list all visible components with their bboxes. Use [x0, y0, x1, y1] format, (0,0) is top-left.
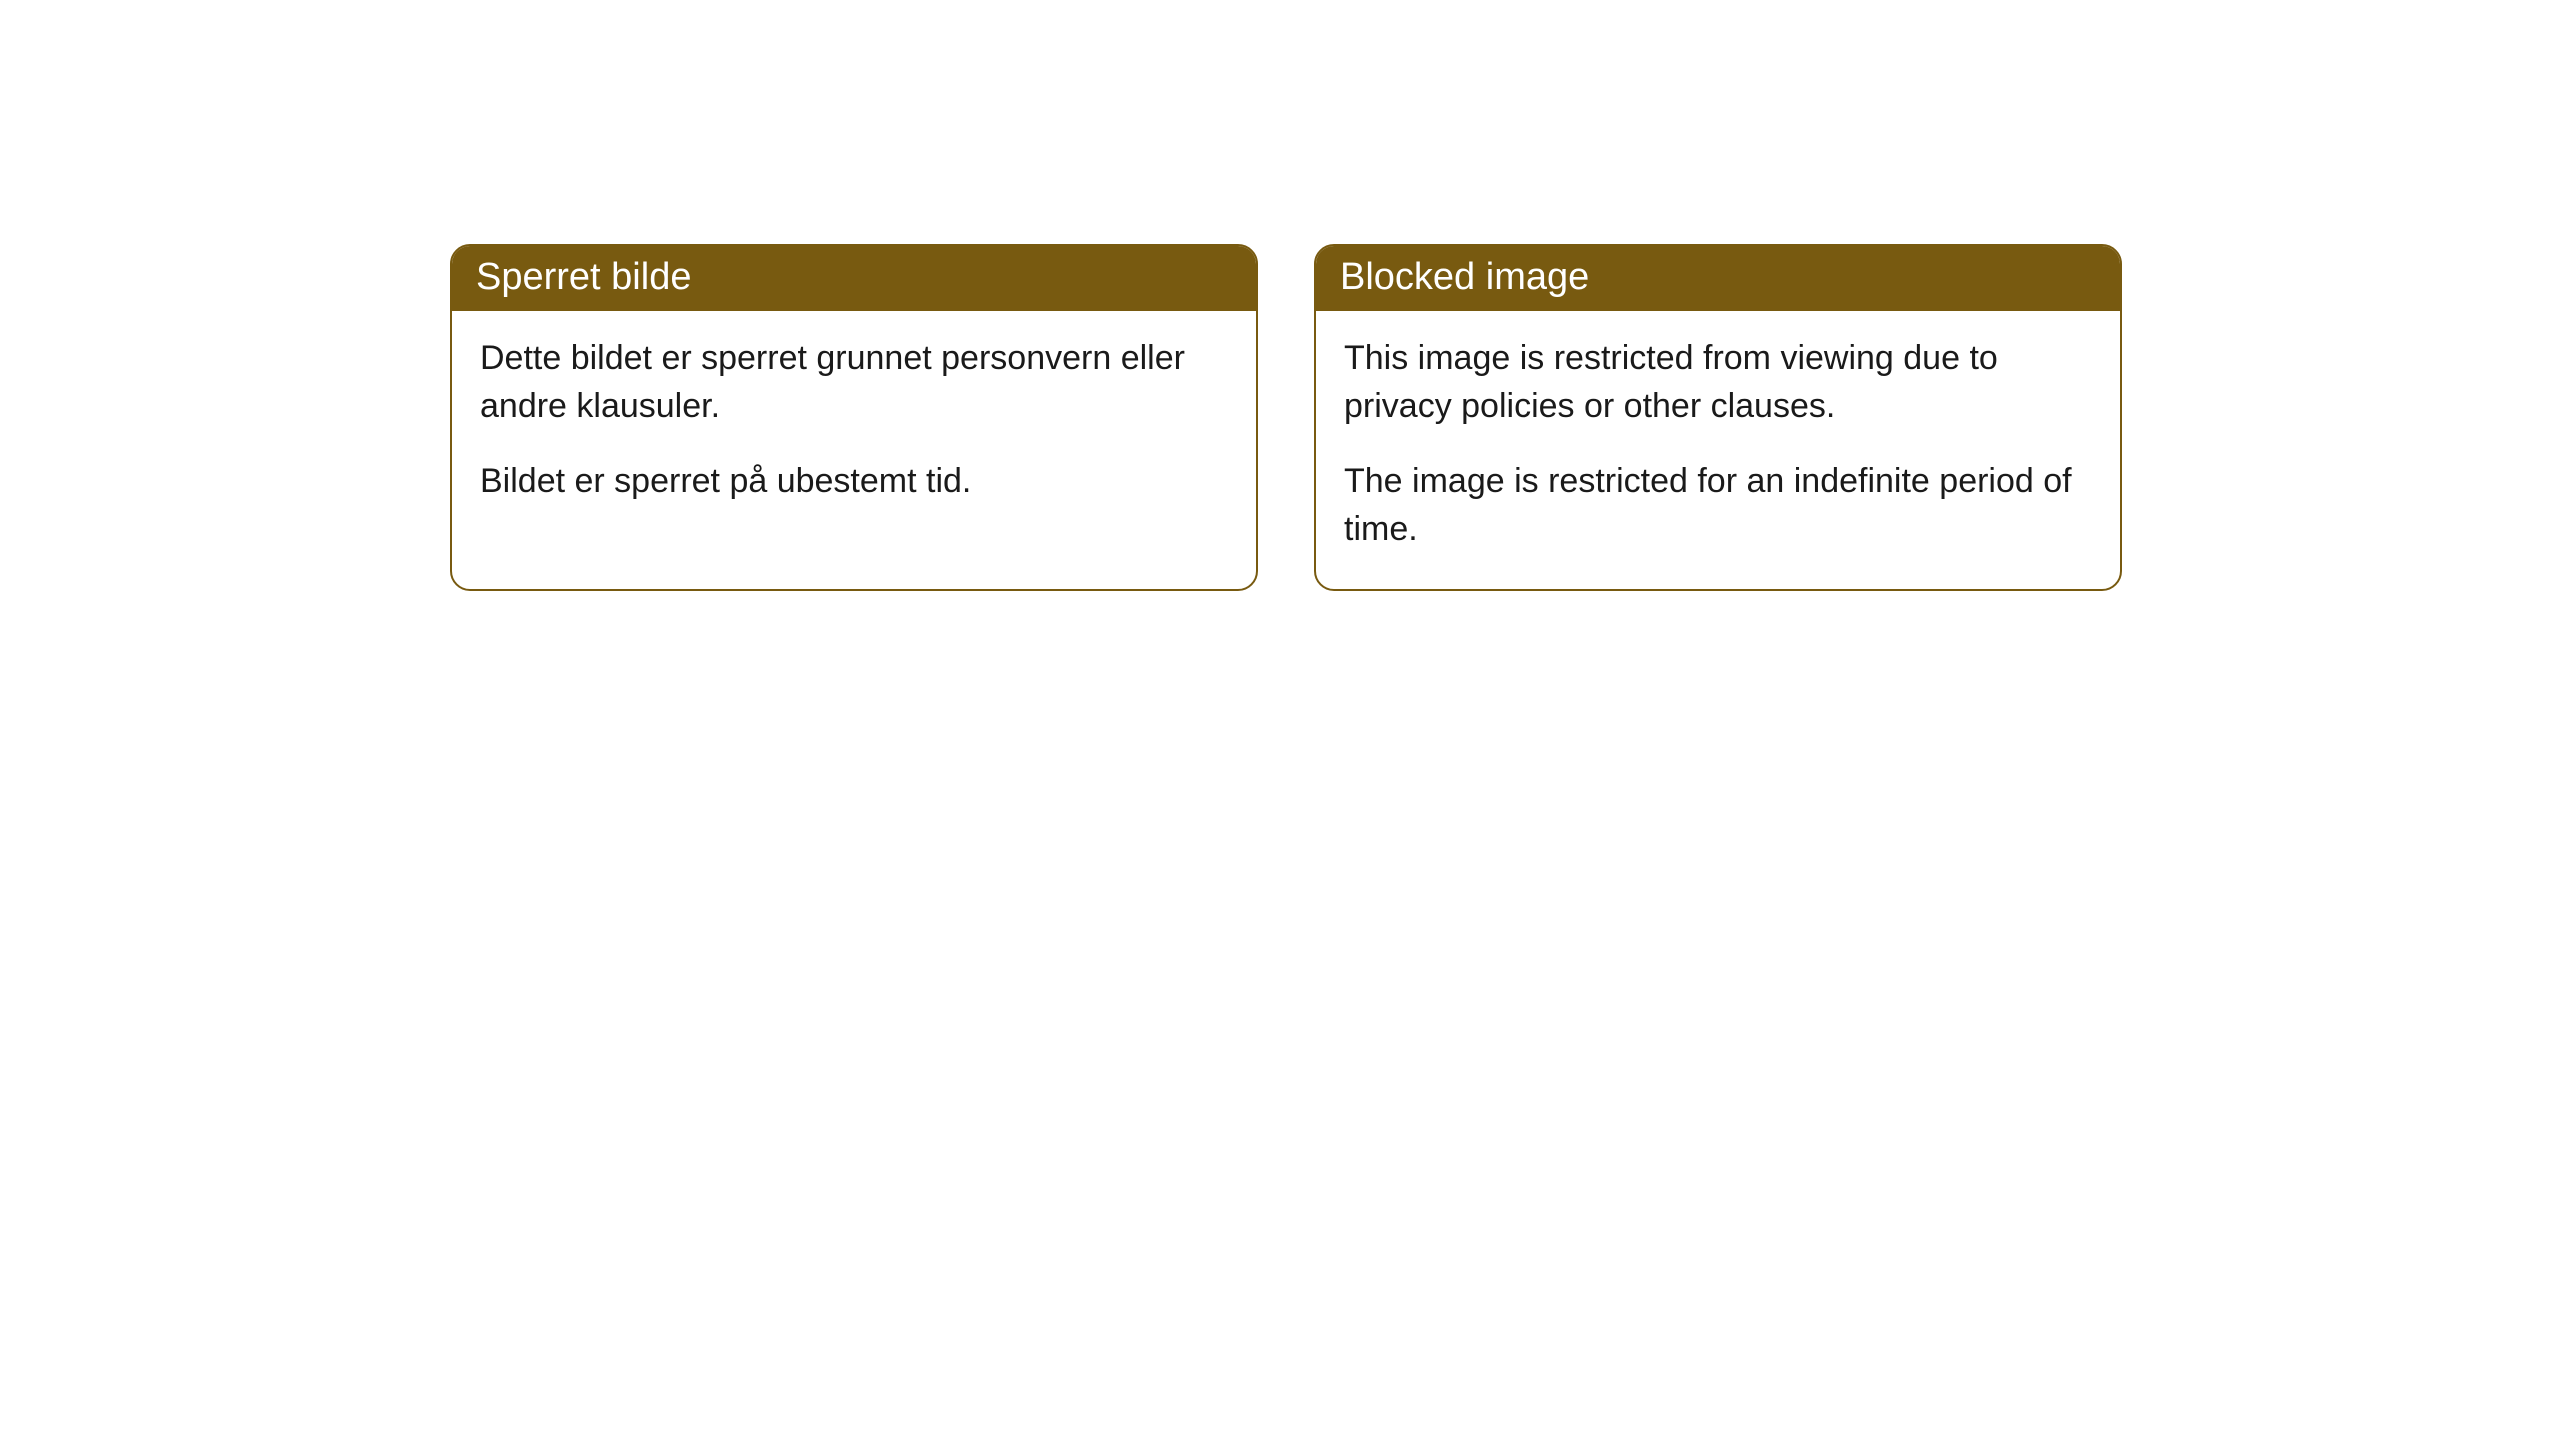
panel-norwegian-title: Sperret bilde: [452, 246, 1256, 311]
panel-container: Sperret bilde Dette bildet er sperret gr…: [0, 0, 2560, 591]
panel-norwegian-p1: Dette bildet er sperret grunnet personve…: [480, 335, 1228, 430]
panel-english-p1: This image is restricted from viewing du…: [1344, 335, 2092, 430]
panel-english-title: Blocked image: [1316, 246, 2120, 311]
panel-norwegian-body: Dette bildet er sperret grunnet personve…: [452, 311, 1256, 542]
panel-english-p2: The image is restricted for an indefinit…: [1344, 458, 2092, 553]
panel-english-body: This image is restricted from viewing du…: [1316, 311, 2120, 589]
panel-norwegian: Sperret bilde Dette bildet er sperret gr…: [450, 244, 1258, 591]
panel-norwegian-p2: Bildet er sperret på ubestemt tid.: [480, 458, 1228, 506]
panel-english: Blocked image This image is restricted f…: [1314, 244, 2122, 591]
